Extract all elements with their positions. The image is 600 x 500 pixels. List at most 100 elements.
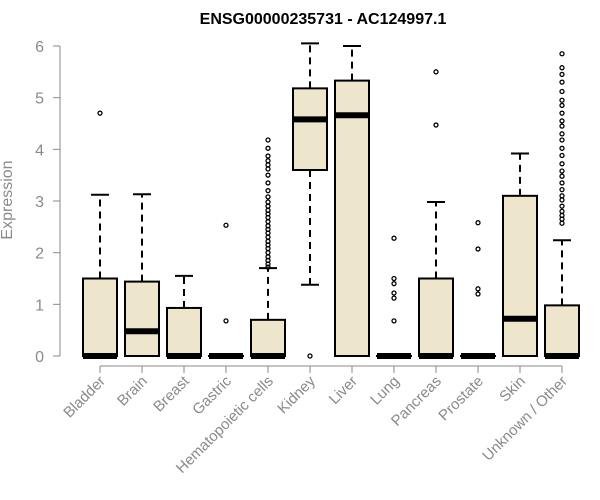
outlier-point: [391, 318, 397, 324]
outlier-point: [265, 250, 271, 256]
outlier-point: [307, 353, 313, 359]
box-breast: [166, 274, 202, 359]
outlier-point: [559, 203, 565, 209]
box-body: [82, 277, 118, 357]
box-body: [292, 87, 328, 171]
boxes-layer: [82, 42, 580, 359]
outlier-point: [559, 79, 565, 85]
y-tick-label: 1: [35, 297, 44, 314]
outlier-point: [265, 219, 271, 225]
y-tick-label: 6: [35, 39, 44, 56]
outlier-point: [391, 290, 397, 296]
outlier-point: [265, 254, 271, 260]
outlier-point: [265, 264, 271, 270]
box-body: [124, 280, 160, 358]
outlier-point: [559, 173, 565, 179]
outlier-point: [559, 131, 565, 137]
box-body: [418, 277, 454, 357]
outlier-point: [475, 246, 481, 252]
outlier-point: [265, 180, 271, 186]
y-tick-label: 2: [35, 246, 44, 263]
outlier-point: [223, 318, 229, 324]
outlier-point: [265, 188, 271, 194]
box-unknown-other: [544, 51, 580, 359]
outlier-point: [223, 222, 229, 228]
box-bladder: [82, 110, 118, 359]
outlier-point: [559, 65, 565, 71]
outlier-point: [433, 69, 439, 75]
x-tick-label: Kidney: [274, 372, 319, 417]
box-prostate: [460, 220, 496, 359]
outlier-point: [265, 207, 271, 213]
outlier-point: [475, 286, 481, 292]
box-body: [250, 318, 286, 358]
outlier-point: [475, 220, 481, 226]
outlier-point: [559, 168, 565, 174]
outlier-point: [265, 158, 271, 164]
outlier-point: [265, 172, 271, 178]
outlier-point: [559, 71, 565, 78]
box-skin: [502, 152, 538, 357]
x-tick-label: Prostate: [435, 373, 487, 425]
x-tick-label: Liver: [326, 373, 361, 408]
outlier-point: [559, 51, 565, 57]
outlier-point: [559, 220, 565, 226]
outlier-point: [265, 199, 271, 205]
outlier-point: [391, 295, 397, 301]
outlier-point: [265, 153, 271, 159]
outlier-point: [265, 162, 271, 168]
outlier-point: [559, 110, 565, 116]
box-brain: [124, 193, 160, 358]
outlier-point: [559, 152, 565, 159]
box-liver: [334, 45, 370, 357]
outlier-point: [391, 235, 397, 241]
box-body: [502, 194, 538, 357]
outlier-point: [559, 118, 565, 124]
x-tick-label: Bladder: [60, 373, 109, 422]
y-tick-label: 0: [35, 349, 44, 366]
outlier-point: [559, 212, 565, 219]
outlier-point: [559, 88, 565, 95]
outlier-point: [265, 137, 271, 143]
outlier-point: [265, 234, 271, 240]
outlier-point: [265, 194, 271, 200]
y-tick-label: 4: [35, 142, 44, 159]
y-axis-label: Expression: [0, 160, 16, 239]
y-tick-label: 5: [35, 91, 44, 108]
outlier-point: [559, 193, 565, 199]
outlier-point: [265, 203, 271, 209]
outlier-point: [559, 102, 565, 109]
box-lung: [376, 235, 412, 359]
outlier-point: [391, 281, 397, 287]
x-tick-label: Breast: [150, 372, 193, 415]
outlier-point: [265, 223, 271, 229]
outlier-point: [559, 123, 565, 129]
outlier-point: [559, 186, 565, 193]
outlier-point: [433, 122, 439, 128]
outlier-point: [559, 180, 565, 186]
box-pancreas: [418, 69, 454, 359]
x-tick-label: Skin: [496, 373, 529, 406]
outlier-point: [559, 145, 565, 151]
box-body: [334, 79, 370, 357]
outlier-point: [559, 161, 565, 167]
x-tick-label: Brain: [114, 373, 151, 410]
box-body: [544, 304, 580, 358]
box-hematopoietic-cells: [250, 137, 286, 359]
outlier-point: [265, 238, 271, 244]
box-gastric: [208, 222, 244, 359]
outlier-point: [559, 97, 565, 103]
y-tick-label: 3: [35, 194, 44, 211]
outlier-point: [97, 110, 103, 116]
outlier-point: [559, 197, 565, 203]
box-body: [166, 306, 202, 358]
y-axis: 0 1 2 3 4 5 6: [35, 39, 61, 366]
outlier-point: [391, 275, 397, 282]
chart-title: ENSG00000235731 - AC124997.1: [200, 11, 447, 28]
outlier-point: [265, 145, 271, 151]
outlier-point: [559, 208, 565, 214]
outlier-point: [475, 291, 481, 297]
outlier-point: [265, 166, 271, 172]
